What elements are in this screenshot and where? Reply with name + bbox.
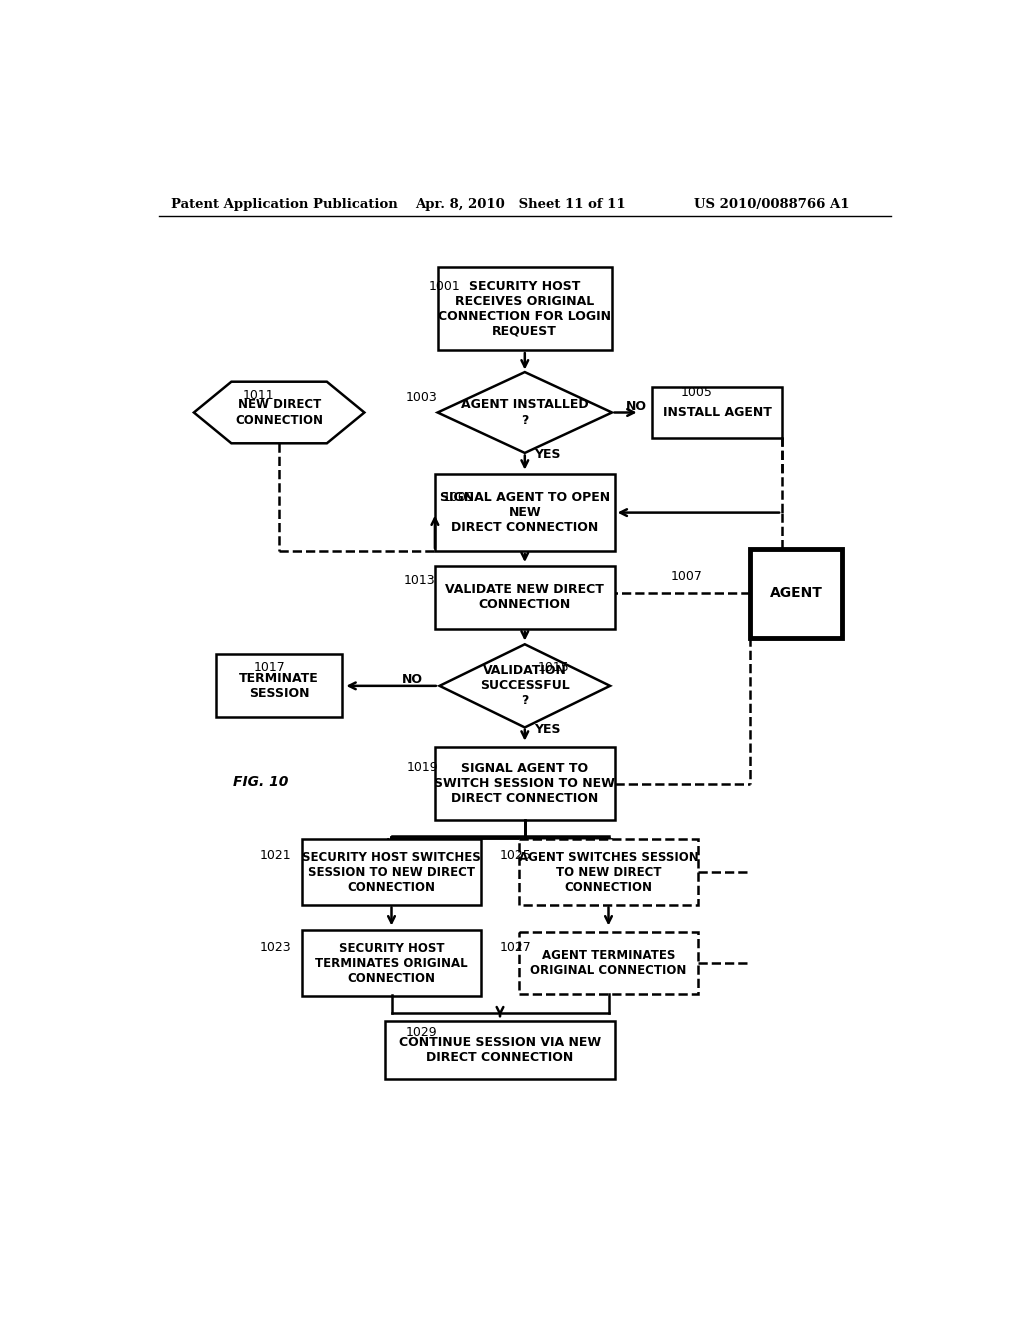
Text: 1015: 1015 <box>538 661 569 675</box>
Text: 1009: 1009 <box>442 491 474 504</box>
Text: YES: YES <box>535 449 560 462</box>
FancyBboxPatch shape <box>302 931 481 995</box>
Text: AGENT: AGENT <box>770 586 822 601</box>
Text: 1011: 1011 <box>243 389 274 403</box>
Text: 1001: 1001 <box>429 280 461 293</box>
Text: 1013: 1013 <box>403 574 435 587</box>
Text: 1023: 1023 <box>260 941 292 954</box>
Text: NEW DIRECT
CONNECTION: NEW DIRECT CONNECTION <box>236 399 324 426</box>
Text: AGENT INSTALLED
?: AGENT INSTALLED ? <box>461 399 589 426</box>
Text: 1005: 1005 <box>681 387 713 400</box>
Text: 1021: 1021 <box>260 849 292 862</box>
Text: 1007: 1007 <box>671 570 702 583</box>
Text: 1019: 1019 <box>407 760 438 774</box>
FancyBboxPatch shape <box>435 566 614 628</box>
FancyBboxPatch shape <box>385 1022 615 1078</box>
Text: SECURITY HOST
RECEIVES ORIGINAL
CONNECTION FOR LOGIN
REQUEST: SECURITY HOST RECEIVES ORIGINAL CONNECTI… <box>438 280 611 338</box>
Text: SIGNAL AGENT TO
SWITCH SESSION TO NEW
DIRECT CONNECTION: SIGNAL AGENT TO SWITCH SESSION TO NEW DI… <box>434 762 615 805</box>
Text: AGENT TERMINATES
ORIGINAL CONNECTION: AGENT TERMINATES ORIGINAL CONNECTION <box>530 949 687 977</box>
Text: 1003: 1003 <box>406 391 437 404</box>
Text: NO: NO <box>626 400 646 413</box>
Text: VALIDATE NEW DIRECT
CONNECTION: VALIDATE NEW DIRECT CONNECTION <box>445 583 604 611</box>
Text: 1027: 1027 <box>500 941 531 954</box>
Text: US 2010/0088766 A1: US 2010/0088766 A1 <box>693 198 849 211</box>
Text: TERMINATE
SESSION: TERMINATE SESSION <box>240 672 319 700</box>
FancyBboxPatch shape <box>435 474 614 552</box>
Text: FIG. 10: FIG. 10 <box>232 775 288 789</box>
FancyBboxPatch shape <box>435 747 614 820</box>
Text: NO: NO <box>401 673 423 686</box>
Text: CONTINUE SESSION VIA NEW
DIRECT CONNECTION: CONTINUE SESSION VIA NEW DIRECT CONNECTI… <box>399 1036 601 1064</box>
Text: VALIDATION
SUCCESSFUL
?: VALIDATION SUCCESSFUL ? <box>480 664 569 708</box>
FancyBboxPatch shape <box>437 267 612 350</box>
Text: AGENT SWITCHES SESSION
TO NEW DIRECT
CONNECTION: AGENT SWITCHES SESSION TO NEW DIRECT CON… <box>518 850 698 894</box>
Text: YES: YES <box>535 723 560 737</box>
Polygon shape <box>437 372 612 453</box>
Polygon shape <box>194 381 365 444</box>
FancyBboxPatch shape <box>652 388 782 437</box>
Text: SECURITY HOST
TERMINATES ORIGINAL
CONNECTION: SECURITY HOST TERMINATES ORIGINAL CONNEC… <box>315 941 468 985</box>
FancyBboxPatch shape <box>216 655 342 718</box>
Text: Apr. 8, 2010   Sheet 11 of 11: Apr. 8, 2010 Sheet 11 of 11 <box>415 198 626 211</box>
Polygon shape <box>439 644 610 727</box>
Text: 1017: 1017 <box>254 661 286 675</box>
Text: SIGNAL AGENT TO OPEN
NEW
DIRECT CONNECTION: SIGNAL AGENT TO OPEN NEW DIRECT CONNECTI… <box>439 491 610 535</box>
FancyBboxPatch shape <box>518 840 698 906</box>
Text: 1029: 1029 <box>406 1026 437 1039</box>
Text: Patent Application Publication: Patent Application Publication <box>171 198 397 211</box>
Text: INSTALL AGENT: INSTALL AGENT <box>663 407 771 418</box>
Text: SECURITY HOST SWITCHES
SESSION TO NEW DIRECT
CONNECTION: SECURITY HOST SWITCHES SESSION TO NEW DI… <box>302 850 481 894</box>
FancyBboxPatch shape <box>518 932 698 994</box>
FancyBboxPatch shape <box>302 840 481 906</box>
Text: 1025: 1025 <box>500 849 531 862</box>
FancyBboxPatch shape <box>751 549 842 638</box>
